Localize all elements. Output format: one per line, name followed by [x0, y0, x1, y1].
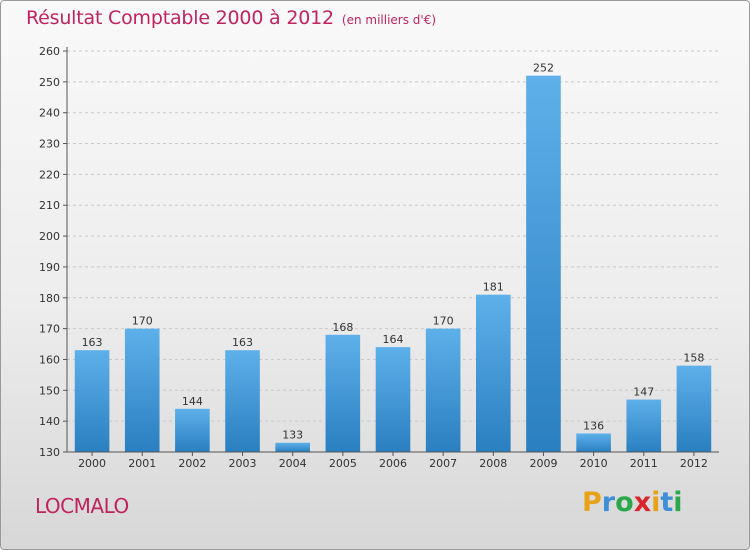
brand-letter: P — [582, 487, 602, 518]
value-label-2004: 133 — [282, 429, 303, 442]
chart-title: Résultat Comptable 2000 à 2012 — [26, 7, 334, 29]
y-tick-label: 160 — [39, 353, 60, 366]
value-label-2009: 252 — [533, 62, 554, 75]
axes — [63, 47, 719, 456]
value-label-2010: 136 — [583, 419, 604, 432]
value-label-2001: 170 — [132, 315, 153, 328]
bar-2005 — [325, 334, 361, 452]
chart-subtitle: (en milliers d'€) — [341, 13, 437, 27]
bar-2000 — [74, 350, 110, 452]
bar-2004 — [275, 442, 310, 452]
y-tick-label: 250 — [39, 76, 60, 89]
value-label-2006: 164 — [383, 333, 404, 346]
brand-letter: t — [660, 487, 674, 518]
x-tick-label-2002: 2002 — [178, 457, 206, 470]
bar-2011 — [626, 399, 662, 452]
value-label-2002: 144 — [182, 395, 203, 408]
x-tick-label-2003: 2003 — [229, 457, 257, 470]
bar-2006 — [375, 347, 411, 452]
y-tick-label: 140 — [39, 415, 60, 428]
title-block: Résultat Comptable 2000 à 2012 (en millie… — [26, 7, 436, 29]
bar-2002 — [175, 408, 210, 452]
value-label-2000: 163 — [82, 336, 103, 349]
commune-name: LOCMALO — [35, 494, 129, 518]
brand-logo: Proxiti — [582, 487, 683, 518]
x-tick-label-2005: 2005 — [329, 457, 357, 470]
y-tick-label: 150 — [39, 384, 60, 397]
brand-letter: x — [633, 487, 652, 518]
x-tick-label-2009: 2009 — [529, 457, 557, 470]
y-tick-label: 200 — [39, 230, 60, 243]
value-label-2012: 158 — [683, 352, 704, 365]
y-tick-label: 260 — [39, 45, 60, 58]
x-tick-label-2001: 2001 — [128, 457, 156, 470]
x-tick-label-2012: 2012 — [680, 457, 708, 470]
x-tick-label-2004: 2004 — [279, 457, 307, 470]
labels: 130 140 150 160 170 180 190 200 210 220 230 240 250 2… — [39, 45, 708, 470]
bar-2001 — [124, 328, 160, 452]
bar-2009 — [526, 75, 561, 452]
y-tick-label: 170 — [39, 323, 60, 336]
bar-2010 — [576, 433, 611, 452]
y-tick-label: 230 — [39, 138, 60, 151]
bar-2012 — [676, 365, 712, 452]
brand-letter: r — [601, 487, 616, 518]
y-tick-label: 190 — [39, 261, 60, 274]
y-tick-label: 220 — [39, 168, 60, 181]
bar-2003 — [225, 350, 260, 452]
bar-2007 — [425, 328, 461, 452]
value-label-2007: 170 — [433, 315, 454, 328]
x-tick-label-2007: 2007 — [429, 457, 457, 470]
value-label-2011: 147 — [633, 386, 654, 399]
value-label-2003: 163 — [232, 336, 253, 349]
x-tick-label-2010: 2010 — [580, 457, 608, 470]
y-tick-label: 130 — [39, 446, 60, 459]
bars — [74, 75, 712, 452]
y-tick-label: 240 — [39, 107, 60, 120]
x-tick-label-2011: 2011 — [630, 457, 658, 470]
y-tick-label: 210 — [39, 199, 60, 212]
value-label-2005: 168 — [332, 321, 353, 334]
x-tick-label-2000: 2000 — [78, 457, 106, 470]
x-tick-label-2008: 2008 — [479, 457, 507, 470]
value-label-2008: 181 — [483, 281, 504, 294]
brand-letter: o — [615, 487, 634, 518]
brand-letter: i — [651, 487, 661, 518]
x-tick-label-2006: 2006 — [379, 457, 407, 470]
y-tick-label: 180 — [39, 292, 60, 305]
bar-2008 — [476, 294, 511, 452]
brand-letter: i — [673, 487, 683, 518]
